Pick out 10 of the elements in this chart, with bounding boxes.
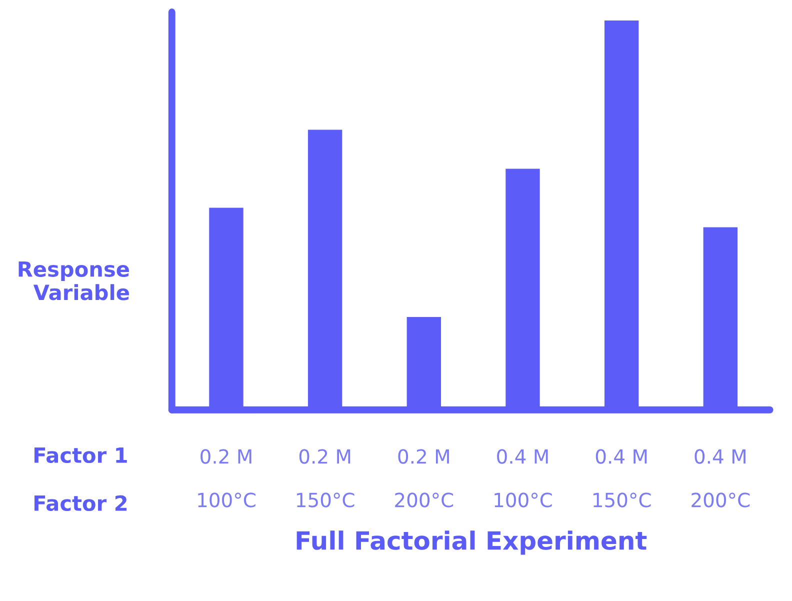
category-label: 0.4 M 150°C [594,449,651,508]
category-label: 0.2 M 100°C [198,449,256,508]
text: Factor 2 [34,495,126,512]
text: Factor 1 [34,448,127,464]
y-axis-title: Response Variable [18,261,129,300]
x-axis-title: Full Factorial Experiment [296,530,647,555]
category-label: 0.2 M 150°C [296,449,354,508]
category-label: 0.2 M 200°C [395,449,454,508]
category-label: 0.4 M 100°C [494,449,552,508]
category-label: 0.4 M 200°C [692,449,750,508]
